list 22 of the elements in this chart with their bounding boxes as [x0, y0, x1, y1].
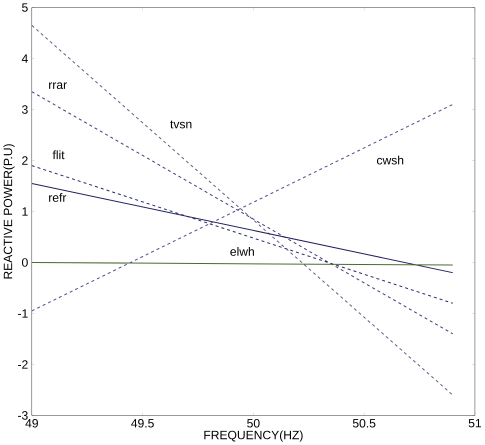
series-label: tvsn — [170, 120, 192, 128]
y-tick-label: -3 — [18, 411, 28, 420]
y-tick-label: 0 — [22, 258, 28, 267]
y-tick-label: 4 — [22, 54, 28, 63]
y-tick-label: -2 — [18, 360, 28, 369]
series-label: flit — [52, 150, 64, 160]
y-tick-label: 1 — [22, 207, 28, 216]
y-tick-label: 3 — [22, 105, 28, 114]
series-label: rrar — [49, 82, 67, 90]
series-label: cwsh — [376, 156, 404, 164]
series-label: refr — [49, 192, 66, 202]
series-label: elwh — [230, 246, 254, 256]
x-tick-label: 50 — [247, 418, 260, 428]
x-tick-label: 49 — [25, 418, 38, 428]
y-tick-label: 5 — [22, 3, 28, 12]
x-tick-label: 49.5 — [131, 418, 154, 428]
x-tick-label: 51 — [468, 418, 482, 428]
x-tick-label: 50.5 — [352, 418, 376, 428]
x-axis-title: FREQUENCY(HZ) — [204, 430, 303, 442]
y-tick-label: 2 — [22, 156, 28, 165]
y-axis-title: REACTIVE POWER(P.U) — [3, 144, 15, 279]
y-tick-label: -1 — [18, 309, 28, 318]
